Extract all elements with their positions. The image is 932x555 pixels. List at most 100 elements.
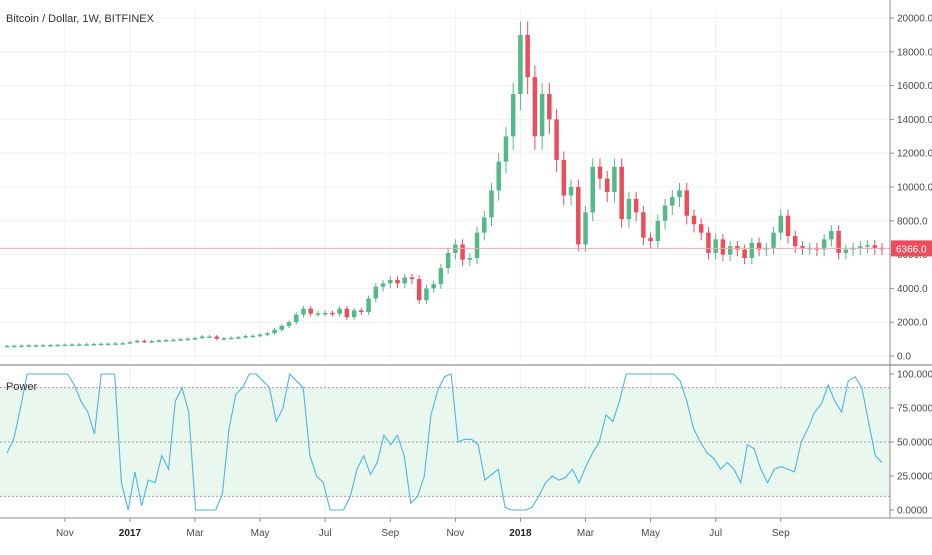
candle-body [590,166,595,213]
indicator-tick-label: 100.0000 [897,370,932,381]
candle-body [445,252,451,269]
indicator-tick-label: 25.0000 [897,472,932,483]
candle-body [691,215,697,225]
candle-body [460,244,465,260]
candle-body [48,345,53,347]
time-tick-label: May [641,528,660,539]
indicator-tick-label: 75.0000 [897,404,932,415]
candle-body [105,343,111,346]
price-tick-label: 0.0 [897,352,911,363]
candle-body [424,288,429,301]
candle-body [496,161,501,191]
candle-body [641,212,646,238]
candle-body [532,77,538,137]
time-tick-label: Mar [577,528,595,539]
candle-body [330,312,335,315]
candle-body [677,190,682,198]
candle-body [843,249,849,253]
candle-body [727,246,733,255]
candle-body [539,94,545,137]
candle-body [200,336,205,339]
candle-body [359,310,364,313]
price-tick-label: 18000.0 [897,47,932,58]
candle-body [19,345,24,348]
candle-body [749,242,755,258]
candle-body [4,345,10,348]
candle-body [84,344,89,346]
candle-body [113,343,118,345]
candle-body [301,308,306,315]
candle-body [55,344,60,347]
candle-body [604,178,610,193]
candle-body [243,336,248,338]
candle-body [185,338,191,341]
candles [0,21,890,348]
candle-body [221,338,227,340]
candle-body [120,343,125,345]
candle-body [720,239,726,255]
candle-body [134,340,140,343]
candle-body [127,342,133,344]
candle-body [467,257,473,260]
candle-body [40,345,46,347]
price-tick-label: 4000.0 [897,284,928,295]
candle-body [547,94,552,120]
candle-body [380,283,386,287]
candle-body [257,334,263,337]
candle-body [778,215,784,233]
candle-body [568,187,574,196]
candle-body [344,308,350,318]
candle-body [633,198,639,213]
candle-body [33,345,39,347]
candle-body [785,215,791,237]
candle-body [272,329,277,334]
price-tick-label: 2000.0 [897,318,928,329]
candle-body [250,335,256,338]
indicator-tick-label: 0.0000 [897,506,928,517]
price-badge-text: 6366.0 [896,244,927,255]
candle-body [373,286,379,299]
price-tick-label: 12000.0 [897,149,932,160]
candle-body [294,314,299,323]
candle-body [706,232,711,253]
candle-body [11,345,17,348]
candle-body [662,205,668,221]
candle-body [648,237,653,242]
candle-body [337,308,342,314]
candle-body [670,197,675,206]
candle-body [561,159,567,196]
time-tick-label: Nov [56,528,74,539]
candle-body [655,220,661,242]
candle-body [482,217,487,233]
indicator-series [6,372,883,511]
price-tick-label: 8000.0 [897,216,928,227]
candle-body [554,119,559,160]
indicator-tick-label: 50.0000 [897,438,932,449]
candle-body [236,337,241,339]
candle-body [576,187,581,245]
candle-body [865,245,870,247]
candle-body [98,343,104,346]
candle-body [771,232,776,248]
time-tick-label: Sep [772,528,790,539]
candle-body [402,277,407,284]
candle-body [142,340,147,343]
candle-body [474,232,480,258]
time-tick-label: 2017 [119,528,142,539]
candle-body [366,298,371,313]
candle-body [171,339,176,342]
candle-body [583,212,588,245]
time-tick-label: 2018 [509,528,532,539]
candle-body [684,190,689,216]
candle-body [510,94,516,137]
candle-body [156,340,162,342]
candle-body [829,230,834,240]
candle-body [214,336,219,339]
candle-body [872,245,878,248]
time-tick-label: Mar [186,528,204,539]
candle-body [438,268,444,285]
candle-body [265,333,270,335]
candle-body [351,310,357,318]
